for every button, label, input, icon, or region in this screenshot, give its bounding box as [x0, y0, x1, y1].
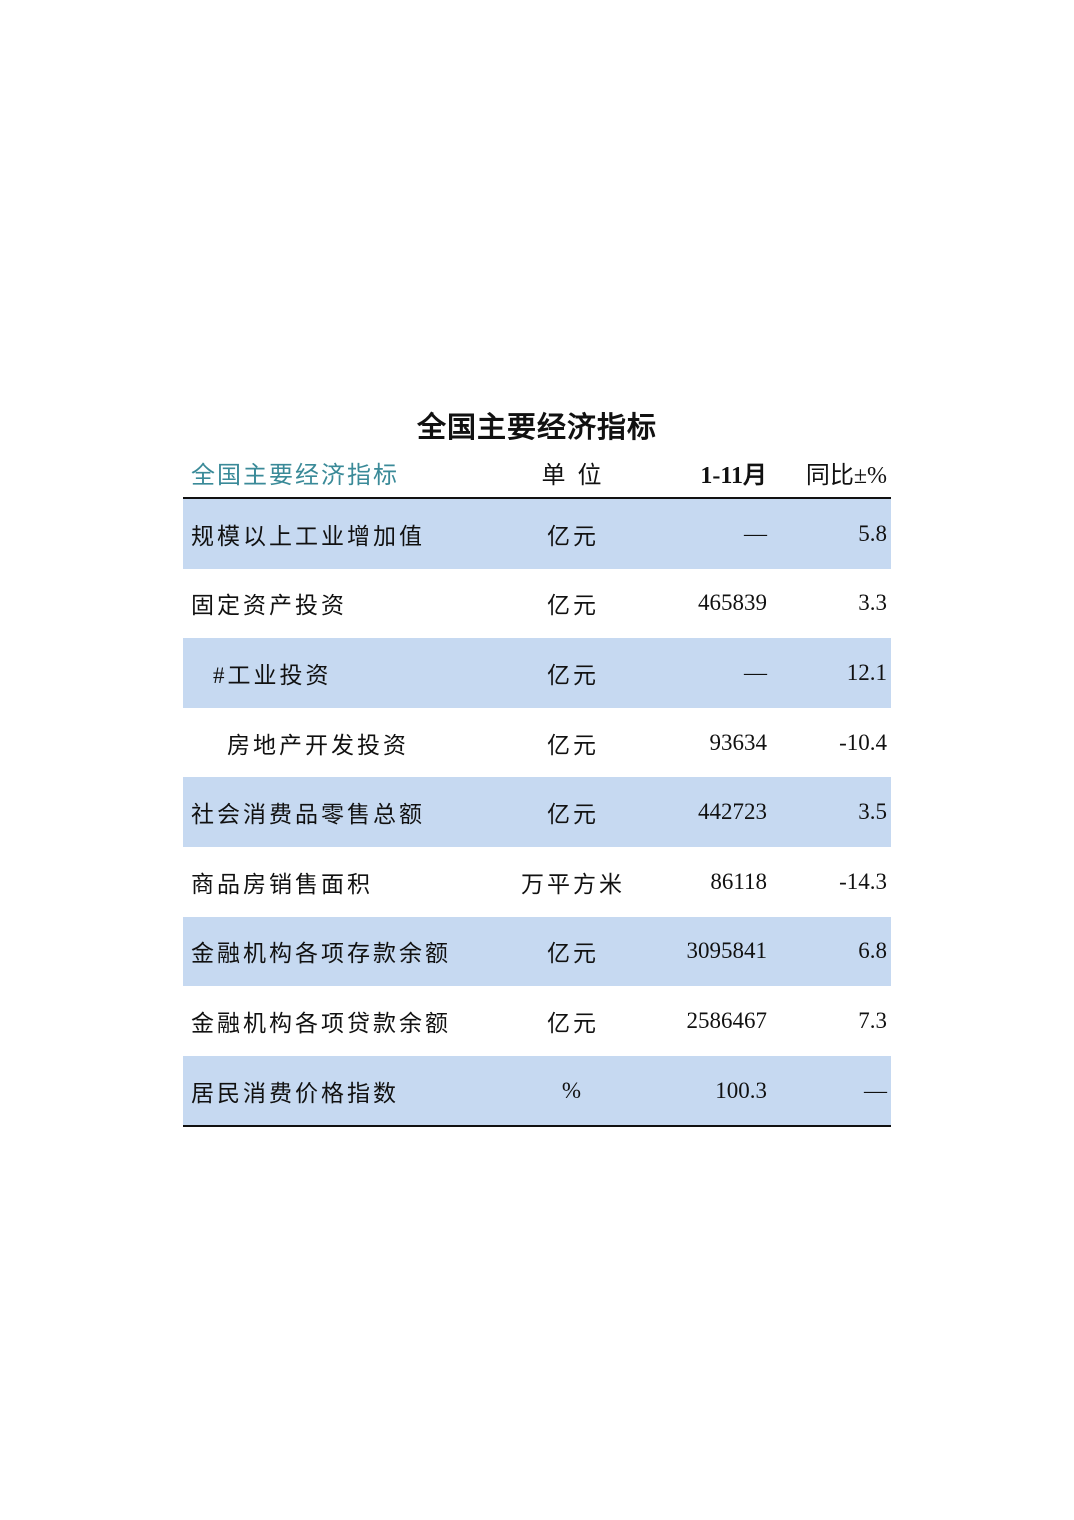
- table-row: #工业投资 亿元 — 12.1: [183, 638, 891, 708]
- table-row: 社会消费品零售总额 亿元 442723 3.5: [183, 777, 891, 847]
- indicator-name: 居民消费价格指数: [191, 1080, 399, 1106]
- table-row: 商品房销售面积 万平方米 86118 -14.3: [183, 847, 891, 917]
- indicator-name: 房地产开发投资: [227, 732, 409, 758]
- unit-cell: 亿元: [547, 1010, 599, 1036]
- unit-cell: 万平方米: [521, 871, 625, 897]
- unit-cell: 亿元: [547, 802, 599, 828]
- value-cell: 93634: [709, 729, 768, 755]
- table-row: 金融机构各项贷款余额 亿元 2586467 7.3: [183, 986, 891, 1056]
- indicators-table: 全国主要经济指标 单 位 1-11月 同比±% 规模以上工业增加值 亿元 —5.8 固…: [183, 448, 891, 1128]
- yoy-cell: 6.8: [858, 938, 887, 964]
- table-row: 居民消费价格指数% 100.3 —: [183, 1055, 891, 1128]
- value-cell: 86118: [710, 868, 767, 894]
- unit-cell: 亿元: [547, 523, 599, 549]
- unit-cell: 亿元: [547, 662, 599, 688]
- header-unit: 单 位: [541, 463, 605, 489]
- header-period: 1-11月: [700, 463, 767, 489]
- value-cell: 100.3: [715, 1077, 767, 1103]
- value-cell: —: [744, 520, 767, 546]
- yoy-cell: —: [864, 1077, 887, 1103]
- unit-cell: %: [561, 1077, 585, 1103]
- unit-cell: 亿元: [547, 732, 599, 758]
- value-cell: 2586467: [686, 1007, 768, 1033]
- value-cell: 465839: [698, 590, 767, 616]
- value-cell: 3095841: [686, 938, 768, 964]
- value-cell: 442723: [698, 799, 767, 825]
- indicator-name: 金融机构各项贷款余额: [191, 1010, 451, 1036]
- table-row: 房地产开发投资 亿元 93634 -10.4: [183, 708, 891, 778]
- yoy-cell: 5.8: [858, 520, 887, 546]
- yoy-cell: 3.5: [858, 799, 887, 825]
- indicator-name: 金融机构各项存款余额: [191, 941, 451, 967]
- table-row: 固定资产投资 亿元 465839 3.3: [183, 569, 891, 639]
- table-row: 金融机构各项存款余额 亿元 3095841 6.8: [183, 916, 891, 987]
- indicator-name: #工业投资: [213, 662, 332, 688]
- yoy-cell: 3.3: [858, 590, 887, 616]
- indicator-name: 商品房销售面积: [191, 871, 373, 897]
- yoy-cell: 12.1: [846, 659, 887, 685]
- value-cell: —: [744, 659, 767, 685]
- yoy-cell: -14.3: [839, 868, 887, 894]
- page-title: 全国主要经济指标: [416, 412, 657, 444]
- unit-cell: 亿元: [547, 941, 599, 967]
- yoy-cell: -10.4: [839, 729, 887, 755]
- unit-cell: 亿元: [547, 593, 599, 619]
- table-row: 规模以上工业增加值 亿元 — 5.8: [183, 499, 891, 569]
- header-indicator: 全国主要经济指标: [191, 463, 399, 489]
- indicator-name: 社会消费品零售总额: [191, 802, 425, 828]
- header-yoy: 同比±%: [805, 463, 887, 489]
- table-header: 全国主要经济指标 单 位 1-11月 同比±%: [183, 448, 891, 499]
- table-body: 规模以上工业增加值 亿元 —5.8 固定资产投资 亿元 465839 3.3 #工业投资 亿元 —…: [183, 499, 891, 1128]
- indicator-name: 规模以上工业增加值: [191, 523, 425, 549]
- indicator-name: 固定资产投资: [191, 593, 347, 619]
- yoy-cell: 7.3: [858, 1007, 887, 1033]
